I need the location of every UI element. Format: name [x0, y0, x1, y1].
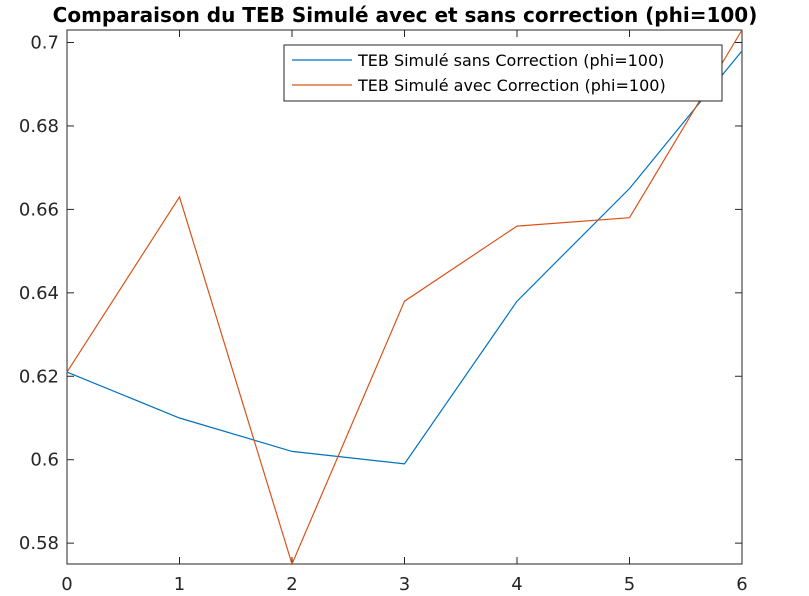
axes-box: [66, 29, 743, 565]
x-tick-label: 2: [286, 574, 297, 595]
legend: TEB Simulé sans Correction (phi=100) TEB …: [283, 44, 723, 102]
series-line-1: [66, 50, 743, 465]
y-tick-label: 0.62: [19, 366, 59, 387]
chart-title: Comparaison du TEB Simulé avec et sans c…: [53, 3, 758, 27]
axes: 0 1 2 3 4 5 6 0.58 0.6 0.62 0.64 0.66 0.68 0.7: [19, 29, 748, 595]
y-tick-label: 0.58: [19, 533, 59, 554]
legend-label-1: TEB Simulé sans Correction (phi=100): [357, 51, 664, 70]
x-tick-label: 0: [61, 574, 72, 595]
x-tick-label: 4: [511, 574, 522, 595]
x-tick-label: 5: [624, 574, 635, 595]
x-tick-label: 3: [399, 574, 410, 595]
y-tick-label: 0.6: [30, 450, 59, 471]
y-tick-label: 0.64: [19, 283, 59, 304]
x-tick-label: 6: [736, 574, 747, 595]
plot-lines: [66, 29, 743, 566]
legend-box: [283, 44, 723, 102]
legend-label-2: TEB Simulé avec Correction (phi=100): [357, 76, 666, 95]
y-tick-label: 0.66: [19, 199, 59, 220]
y-tick-label: 0.7: [30, 33, 59, 54]
x-tick-label: 1: [174, 574, 185, 595]
series-line-2: [66, 29, 743, 566]
y-tick-label: 0.68: [19, 116, 59, 137]
